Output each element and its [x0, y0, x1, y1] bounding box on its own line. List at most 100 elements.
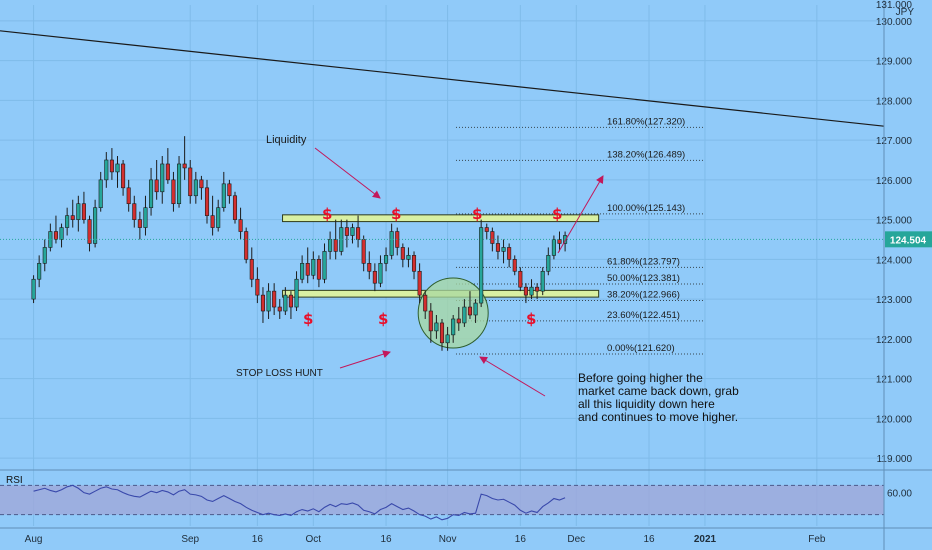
candle-body: [467, 306, 473, 316]
fib-label: 138.20%(126.489): [607, 149, 685, 160]
candle-body: [563, 235, 568, 244]
candle-body: [333, 239, 338, 252]
candle-body: [149, 179, 154, 208]
candle-body: [389, 231, 394, 256]
unit-label: JPY: [896, 7, 915, 18]
last-price-label: 124.504: [890, 235, 927, 246]
candle-body: [132, 203, 137, 220]
candle-body: [126, 187, 131, 205]
dollar-marker: $: [322, 205, 333, 223]
fib-label: 23.60%(122.451): [607, 310, 680, 321]
y-tick-label: 127.000: [876, 136, 913, 147]
stop-loss-hunt-arrow: [339, 350, 391, 369]
candle-body: [98, 179, 103, 208]
candle-body: [311, 259, 316, 276]
candle-body: [283, 294, 288, 312]
rsi-line: [33, 484, 566, 521]
candle-body: [372, 270, 377, 284]
candle-body: [42, 247, 47, 264]
candle-body: [540, 270, 545, 292]
candle-body: [204, 187, 210, 216]
candle-body: [551, 239, 556, 256]
candle-body: [361, 239, 366, 264]
fib-label: 100.00%(125.143): [607, 203, 685, 214]
candle-body: [378, 263, 383, 284]
candle-body: [512, 259, 517, 272]
candle-body: [272, 290, 277, 308]
candle-body: [462, 306, 467, 324]
rsi-label: RSI: [6, 475, 23, 486]
candles-layer: [31, 136, 568, 351]
candle-body: [188, 167, 193, 197]
candle-body: [344, 227, 349, 236]
x-tick-label: 16: [515, 534, 527, 545]
candle-body: [328, 239, 333, 252]
x-tick-label: Sep: [181, 534, 199, 545]
candle-body: [350, 227, 355, 236]
y-tick-label: 122.000: [876, 335, 913, 346]
x-tick-label: 16: [252, 534, 264, 545]
y-tick-label: 131.000: [876, 0, 913, 11]
rsi-band: [0, 485, 884, 515]
candle-body: [221, 183, 226, 208]
candle-body: [495, 243, 500, 252]
candle-body: [216, 207, 221, 228]
candle-body: [121, 163, 126, 189]
candle-body: [260, 294, 265, 312]
candle-body: [93, 207, 98, 244]
note-line: all this liquidity down here: [578, 397, 715, 411]
candle-body: [115, 163, 120, 173]
candle-body: [400, 247, 405, 260]
x-tick-label: Dec: [567, 534, 585, 545]
y-tick-label: 128.000: [876, 96, 913, 107]
candle-body: [523, 286, 528, 296]
note-arrow: [479, 356, 546, 397]
y-tick-label: 121.000: [876, 375, 913, 386]
candle-body: [193, 179, 198, 197]
candle-body: [445, 334, 450, 344]
grid-layer: [0, 5, 884, 526]
dollar-marker: $: [378, 310, 389, 328]
candle-body: [322, 251, 327, 280]
candle-body: [473, 302, 478, 316]
note-line: Before going higher the: [578, 371, 703, 385]
candle-body: [423, 294, 428, 312]
candle-body: [277, 306, 282, 312]
candle-body: [199, 179, 204, 189]
fib-label: 161.80%(127.320): [607, 116, 685, 127]
candle-body: [406, 255, 411, 260]
stop-loss-hunt-label: STOP LOSS HUNT: [236, 368, 323, 379]
fib-label: 61.80%(123.797): [607, 256, 680, 267]
candle-body: [300, 263, 305, 280]
candle-body: [37, 263, 42, 280]
candle-body: [439, 322, 445, 344]
y-tick-label: 126.000: [876, 176, 913, 187]
y-tick-label: 130.000: [876, 17, 913, 28]
candle-body: [249, 259, 254, 280]
candle-body: [456, 318, 461, 324]
trendline: [0, 30, 885, 127]
candle-body: [70, 215, 75, 220]
y-tick-label: 123.000: [876, 295, 913, 306]
projection-arrow: [557, 175, 604, 254]
upper-liquidity-zone: [282, 214, 600, 223]
candle-body: [535, 286, 540, 292]
candle-body: [557, 239, 562, 244]
candle-body: [238, 219, 243, 232]
candle-body: [428, 310, 433, 332]
dollar-marker: $: [526, 310, 537, 328]
liquidity-arrow: [314, 147, 381, 199]
candle-body: [104, 159, 109, 181]
x-tick-label: Oct: [306, 534, 322, 545]
candle-body: [501, 247, 506, 252]
candle-body: [160, 163, 165, 193]
candle-body: [177, 163, 182, 205]
fib-levels-layer: 161.80%(127.320) 138.20%(126.489) 100.00%(…: [455, 116, 705, 355]
x-tick-label: 2021: [694, 534, 717, 545]
candle-body: [165, 163, 170, 181]
candle-body: [316, 259, 321, 280]
note-line: and continues to move higher.: [578, 410, 739, 424]
y-tick-label: 129.000: [876, 57, 913, 68]
